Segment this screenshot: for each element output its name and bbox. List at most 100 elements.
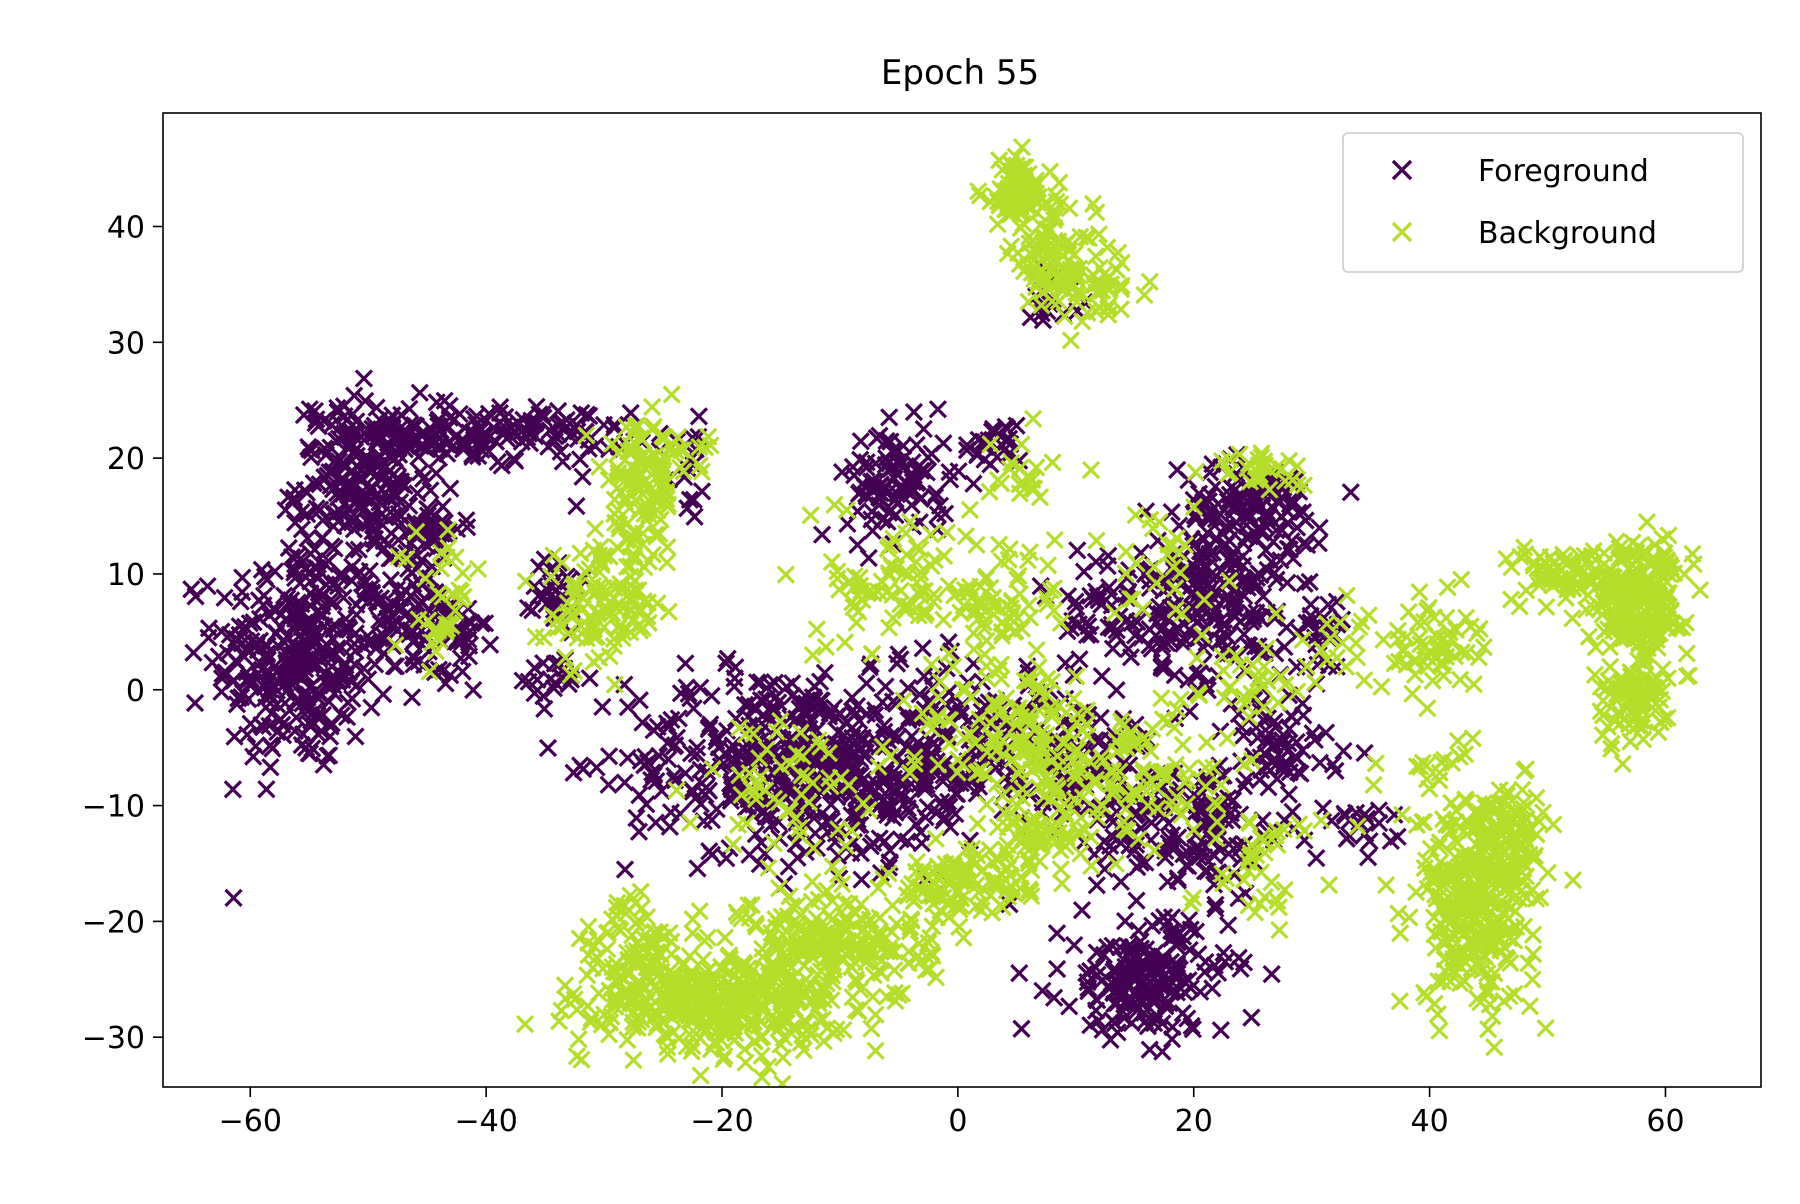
data-point	[384, 657, 404, 676]
data-point	[891, 830, 910, 849]
data-point	[1007, 416, 1026, 435]
data-point	[615, 860, 635, 879]
data-point	[232, 634, 251, 653]
data-point	[374, 685, 393, 704]
data-point	[292, 735, 311, 755]
data-point	[630, 785, 649, 805]
data-point	[252, 560, 271, 579]
data-point	[787, 709, 806, 728]
data-point	[417, 517, 437, 536]
data-point	[464, 444, 484, 463]
data-point	[687, 738, 707, 757]
data-point	[629, 822, 649, 841]
data-point	[410, 383, 429, 402]
data-point	[336, 609, 355, 629]
data-point	[282, 591, 301, 610]
data-point	[545, 654, 564, 673]
data-point	[233, 568, 252, 587]
data-point	[417, 499, 437, 519]
data-point	[184, 643, 203, 662]
data-point	[479, 428, 499, 447]
data-point	[307, 499, 326, 518]
data-point	[852, 870, 871, 889]
data-point	[287, 547, 306, 566]
data-point	[911, 823, 930, 842]
data-point	[798, 787, 817, 806]
data-point	[886, 505, 905, 525]
data-point	[928, 802, 947, 822]
data-point	[260, 680, 279, 699]
data-point	[877, 431, 896, 451]
data-point	[326, 504, 345, 523]
data-point	[937, 659, 956, 678]
data-point	[265, 656, 285, 676]
data-point	[910, 456, 929, 476]
data-point	[676, 654, 695, 673]
data-point	[464, 680, 483, 700]
data-point	[439, 418, 458, 437]
data-point	[941, 818, 960, 837]
data-point	[941, 470, 960, 489]
data-point	[293, 694, 312, 713]
data-point	[308, 706, 327, 725]
data-point	[969, 777, 989, 796]
data-point	[261, 736, 280, 755]
data-point	[231, 592, 250, 611]
data-point	[880, 408, 899, 427]
data-point	[292, 594, 311, 614]
data-point	[354, 369, 374, 388]
data-point	[593, 697, 612, 717]
data-point	[660, 817, 679, 836]
data-point	[306, 591, 326, 610]
data-point	[411, 551, 431, 570]
data-point	[253, 718, 273, 737]
data-point	[396, 434, 415, 454]
data-point	[441, 479, 460, 498]
data-point	[946, 804, 965, 824]
data-point	[652, 781, 671, 801]
data-point	[514, 410, 533, 429]
data-point	[395, 440, 414, 459]
data-point	[534, 686, 553, 706]
data-point	[879, 800, 899, 820]
data-point	[866, 773, 885, 793]
data-point	[285, 563, 304, 582]
data-point	[453, 662, 472, 681]
data-point	[633, 713, 652, 732]
data-point	[462, 613, 481, 632]
data-point	[687, 744, 706, 764]
data-point	[271, 710, 290, 729]
data-point	[325, 539, 344, 558]
data-point	[426, 432, 446, 451]
data-point	[538, 738, 558, 758]
data-point	[832, 763, 851, 782]
data-point	[875, 767, 894, 786]
data-point	[762, 815, 781, 835]
data-point	[659, 717, 678, 736]
data-point	[480, 635, 500, 654]
data-point	[343, 404, 362, 424]
data-point	[533, 405, 552, 424]
data-point	[661, 803, 681, 822]
data-point	[928, 505, 947, 524]
data-point	[313, 705, 333, 725]
data-point	[718, 649, 737, 668]
data-point	[363, 516, 383, 535]
data-point	[702, 845, 722, 864]
data-point	[659, 750, 678, 769]
data-point	[351, 470, 370, 489]
data-point	[348, 457, 367, 476]
data-point	[783, 728, 802, 747]
data-point	[846, 743, 865, 763]
data-point	[427, 464, 446, 483]
data-point	[747, 673, 767, 692]
data-point	[553, 452, 572, 471]
data-point	[225, 727, 244, 746]
data-point	[457, 511, 476, 530]
data-point	[875, 832, 894, 851]
data-point	[881, 432, 900, 451]
data-point	[441, 666, 460, 685]
chart-title: Epoch 55	[881, 53, 1039, 93]
data-point	[722, 741, 741, 760]
